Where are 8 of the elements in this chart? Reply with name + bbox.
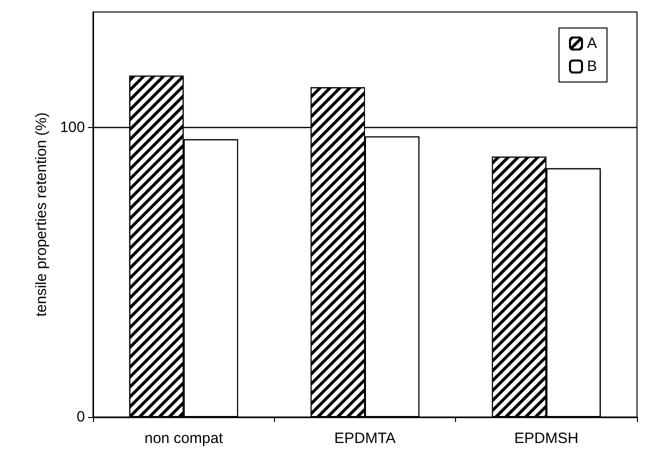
x-tick-label: non compat — [144, 430, 224, 447]
y-tick-label: 0 — [76, 408, 85, 426]
legend-label: B — [586, 58, 598, 75]
x-tick-label: EPDMTA — [334, 430, 396, 447]
y-axis-title: tensile properties retention (%) — [33, 112, 50, 317]
x-tick-label: EPDMSH — [514, 430, 578, 447]
legend-label: A — [586, 35, 598, 52]
y-tick-label: 100 — [60, 119, 85, 136]
